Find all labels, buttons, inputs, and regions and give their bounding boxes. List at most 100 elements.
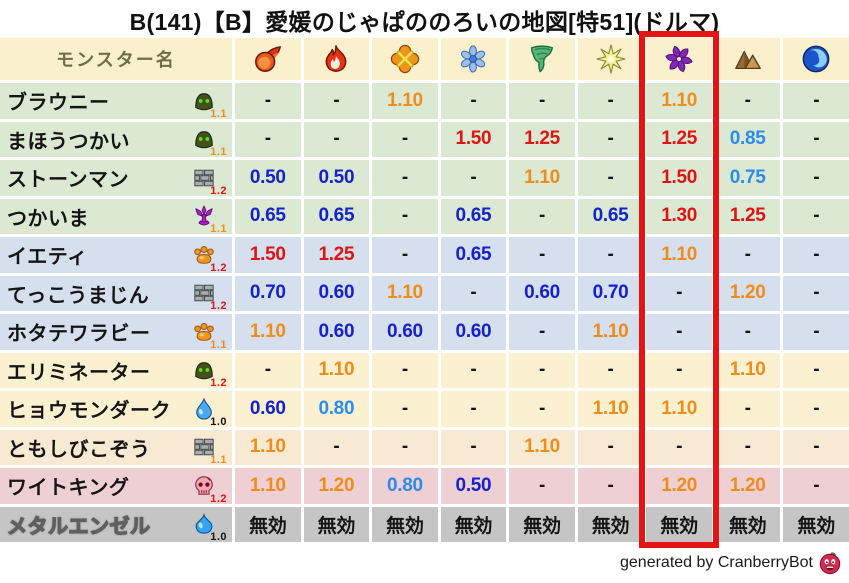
monster-type-icon-wrap: 1.2 — [192, 166, 227, 196]
value-cell: - — [372, 198, 438, 234]
value-cell: - — [783, 237, 849, 273]
snowflake-icon — [458, 44, 488, 74]
monster-name-cell: イエティ 1.2 — [0, 237, 232, 273]
monster-type-icon-wrap: 1.0 — [192, 512, 227, 542]
value-cell: - — [372, 391, 438, 427]
value-cell: 無効 — [372, 506, 438, 542]
value-cell: - — [783, 160, 849, 196]
monster-name-cell: ホタテワラビー 1.1 — [0, 314, 232, 350]
value-cell: - — [235, 352, 301, 388]
monster-type-icon-wrap: 1.1 — [192, 320, 227, 350]
element-header-cell — [509, 38, 575, 80]
value-cell: - — [372, 160, 438, 196]
value-cell: 0.65 — [440, 237, 507, 273]
monster-name-cell: エリミネーター 1.2 — [0, 352, 232, 388]
value-cell: - — [577, 160, 644, 196]
value-cell: 0.70 — [577, 275, 644, 311]
value-cell: - — [783, 198, 849, 234]
value-cell: 0.65 — [577, 198, 644, 234]
value-cell: - — [509, 83, 575, 119]
value-cell: 0.65 — [303, 198, 370, 234]
value-cell: 1.10 — [235, 314, 301, 350]
value-cell: 1.10 — [577, 391, 644, 427]
value-cell: - — [714, 391, 781, 427]
value-cell: - — [372, 352, 438, 388]
slime-icon — [193, 513, 215, 535]
value-cell: 1.50 — [440, 121, 507, 157]
value-cell: - — [646, 314, 712, 350]
value-cell: 無効 — [440, 506, 507, 542]
burst-icon — [390, 44, 420, 74]
flame-icon — [321, 44, 351, 74]
value-cell: 1.10 — [646, 83, 712, 119]
value-cell: - — [783, 314, 849, 350]
value-cell: 0.85 — [714, 121, 781, 157]
value-cell: 1.25 — [509, 121, 575, 157]
brick-icon — [193, 436, 215, 458]
value-cell: 0.50 — [235, 160, 301, 196]
value-cell: 1.25 — [646, 121, 712, 157]
monster-type-icon-wrap: 1.1 — [192, 127, 227, 157]
value-cell: 0.65 — [235, 198, 301, 234]
monster-type-icon-wrap: 1.2 — [192, 358, 227, 388]
value-cell: - — [646, 275, 712, 311]
value-cell: 0.60 — [509, 275, 575, 311]
value-cell: - — [783, 275, 849, 311]
page-title: B(141)【B】愛媛のじゃぱののろいの地図[特51](ドルマ) — [129, 9, 720, 35]
monster-rate-badge: 1.1 — [210, 454, 227, 465]
value-cell: 1.25 — [714, 198, 781, 234]
monster-type-icon-wrap: 1.0 — [192, 397, 227, 427]
value-cell: 0.80 — [303, 391, 370, 427]
value-cell: 1.30 — [646, 198, 712, 234]
wave-icon — [801, 44, 831, 74]
value-cell: 0.60 — [235, 391, 301, 427]
value-cell: 0.50 — [303, 160, 370, 196]
monster-rate-badge: 1.2 — [210, 300, 227, 311]
credit-line: generated by CranberryBot — [620, 551, 842, 575]
monster-rate-badge: 1.0 — [210, 415, 227, 427]
value-cell: 1.20 — [303, 468, 370, 504]
value-cell: 1.25 — [303, 237, 370, 273]
credit-text: generated by CranberryBot — [620, 554, 813, 571]
value-cell: 1.10 — [646, 391, 712, 427]
value-cell: - — [714, 83, 781, 119]
monster-name: ともしびこぞう — [7, 438, 151, 461]
value-cell: - — [303, 429, 370, 465]
value-cell: - — [509, 352, 575, 388]
value-cell: - — [509, 468, 575, 504]
value-cell: - — [577, 352, 644, 388]
hood-icon — [193, 90, 215, 112]
monster-type-icon-wrap: 1.1 — [192, 435, 227, 465]
monster-name-cell: ブラウニー 1.1 — [0, 83, 232, 119]
value-cell: - — [714, 429, 781, 465]
brick-icon — [193, 167, 215, 189]
monster-name: ワイトキング — [7, 477, 130, 500]
value-cell: - — [440, 352, 507, 388]
value-cell: 1.20 — [646, 468, 712, 504]
element-header-cell — [303, 38, 370, 80]
monster-type-icon-wrap: 1.1 — [192, 204, 227, 234]
monster-name-cell: メタルエンゼル 1.0 — [0, 506, 232, 542]
value-cell: 無効 — [303, 506, 370, 542]
value-cell: 0.50 — [440, 468, 507, 504]
value-cell: 無効 — [577, 506, 644, 542]
monster-name-cell: ともしびこぞう 1.1 — [0, 429, 232, 465]
value-cell: - — [783, 391, 849, 427]
value-cell: 無効 — [783, 506, 849, 542]
value-cell: 1.10 — [303, 352, 370, 388]
cranberry-icon — [818, 551, 842, 575]
value-cell: - — [440, 429, 507, 465]
value-cell: 0.65 — [440, 198, 507, 234]
monster-name: ストーンマン — [7, 169, 129, 192]
element-header-cell — [235, 38, 301, 80]
value-cell: - — [440, 160, 507, 196]
monster-name-cell: つかいま 1.1 — [0, 198, 232, 234]
value-cell: 無効 — [509, 506, 575, 542]
value-cell: - — [372, 121, 438, 157]
value-cell: - — [646, 352, 712, 388]
value-cell: 0.60 — [303, 314, 370, 350]
trident-icon — [193, 205, 215, 227]
value-cell: 0.60 — [440, 314, 507, 350]
monster-name-cell: てっこうまじん 1.2 — [0, 275, 232, 311]
value-cell: 1.10 — [509, 429, 575, 465]
